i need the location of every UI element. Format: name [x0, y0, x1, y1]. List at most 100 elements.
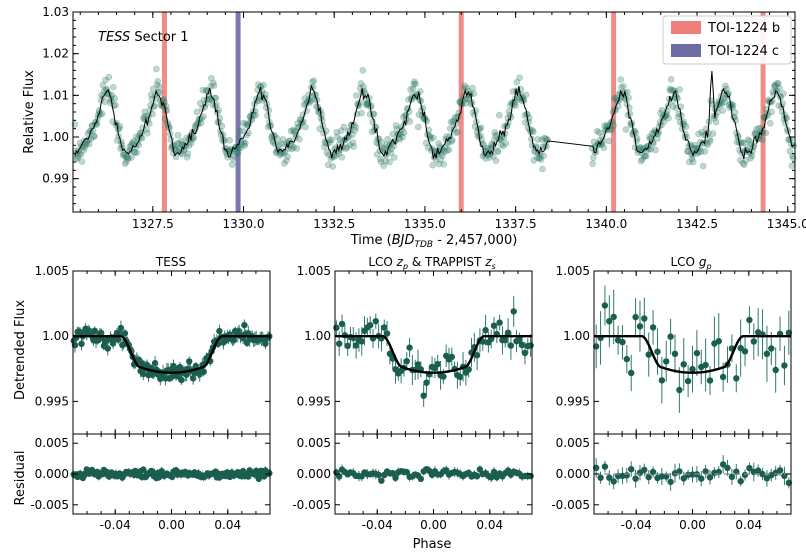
lightcurve-point-439	[358, 109, 365, 117]
lightcurve-point-22	[85, 140, 93, 148]
lco_trappist_phase-ytick-label-0: 0.995	[297, 394, 331, 408]
transit-band-b-0	[161, 12, 167, 212]
lightcurve-point-111	[144, 130, 151, 137]
annotation-rest: Sector 1	[130, 30, 188, 45]
lightcurve-point-691	[522, 91, 530, 99]
lightcurve-point-822	[652, 146, 659, 154]
lightcurve-point-209	[208, 74, 215, 82]
lightcurve-point-78	[122, 153, 130, 161]
lightcurve-point-998	[766, 119, 774, 127]
lco_trappist_phase-point	[420, 392, 427, 399]
lightcurve-point-314	[276, 151, 284, 159]
lightcurve-panel: 1327.5 1330.0 1332.5 1335.0 1337.5 1340.0 1342…	[22, 5, 806, 250]
title-lco2: LCO	[670, 255, 698, 269]
xlabel-sub: TDB	[414, 240, 433, 250]
lightcurve-point-76	[121, 152, 128, 159]
lco_trappist_phase-residual-points	[333, 464, 534, 484]
lightcurve-point-212	[210, 79, 217, 87]
tess_phase-main-frame	[72, 270, 271, 435]
lightcurve-point-548	[429, 161, 437, 169]
lco_trappist_phase-res-ytick-label-0: -0.005	[292, 498, 331, 512]
lightcurve-point-973	[750, 142, 758, 149]
lightcurve-point-163	[178, 138, 185, 145]
lightcurve-point-274	[250, 112, 258, 119]
lco_trappist_phase-point	[434, 360, 441, 368]
lightcurve-point-533	[419, 104, 427, 112]
lightcurve-point-196	[199, 86, 207, 94]
lightcurve-point-172	[183, 154, 191, 161]
lightcurve-point-375	[316, 125, 324, 133]
lco_gp_phase-point	[632, 313, 639, 321]
lightcurve-point-401	[333, 128, 341, 136]
residual-ylabel: Residual	[13, 451, 28, 506]
lco_gp_phase-points	[593, 285, 792, 413]
lco_trappist_phase-res-ytick-label-1: 0.000	[297, 467, 331, 481]
xlabel-suffix: - 2,457,000)	[433, 233, 517, 248]
lightcurve-point-158	[174, 132, 182, 139]
lightcurve-point-126	[153, 81, 161, 88]
lightcurve-point-461	[372, 123, 380, 131]
lightcurve-point-859	[676, 86, 683, 93]
lightcurve-point-513	[406, 118, 414, 125]
lco_gp_phase-point	[684, 377, 692, 385]
lightcurve-point-17	[82, 141, 90, 149]
lco_gp_phase-res-ytick-label-0: -0.005	[551, 498, 590, 512]
lco_gp_phase-point	[689, 365, 696, 373]
tess_phase-point	[104, 345, 112, 352]
lightcurve-point-660	[502, 140, 510, 147]
lco_gp_phase-point	[750, 338, 757, 345]
lco_trappist_phase-point	[381, 324, 388, 331]
lightcurve-point-259	[240, 138, 248, 146]
legend-label-b: TOI-1224 b	[707, 21, 780, 36]
lightcurve-point-62	[112, 101, 119, 109]
lightcurve-point-363	[308, 93, 316, 100]
lco_gp_phase-res-point	[698, 475, 705, 482]
lco_gp_phase-res-ytick-label-2: 0.005	[556, 436, 590, 450]
lightcurve-point-157	[174, 140, 181, 147]
lightcurve-point-277	[252, 112, 259, 119]
lightcurve-point-409	[338, 154, 346, 161]
lco_gp_phase-res-point	[645, 473, 652, 481]
lightcurve-point-565	[440, 161, 448, 168]
lightcurve-point-59	[110, 83, 117, 91]
lco_gp_phase-ytick-label-2: 1.005	[556, 264, 590, 278]
lightcurve-point-47	[102, 76, 109, 84]
tess_phase-xtick-label-1: 0.00	[158, 518, 185, 532]
lightcurve-point-402	[333, 133, 341, 141]
lco_trappist_phase-point	[507, 342, 515, 349]
lightcurve-point-743	[600, 144, 608, 152]
lightcurve-point-333	[288, 142, 296, 150]
lco_gp_phase-res-point	[601, 463, 609, 470]
lco_gp_phase-panel: -0.04 0.00 0.04 0.995 1.00 1.005 -0.005 0.000 0.…	[551, 264, 792, 532]
lightcurve-point-52	[105, 73, 113, 81]
lco_trappist_phase-ytick-label-1: 1.00	[304, 329, 331, 343]
tess_phase-xtick-label-0: -0.04	[100, 518, 131, 532]
lco_trappist_phase-res-point	[417, 475, 424, 482]
lco_trappist_phase-point	[440, 373, 447, 380]
lightcurve-point-147	[167, 136, 175, 143]
lco_gp_phase-res-point	[597, 474, 604, 481]
lightcurve-point-846	[667, 76, 675, 83]
lco_gp_phase-res-point	[632, 475, 639, 482]
lightcurve-point-526	[414, 123, 422, 131]
lco_trappist_phase-points	[333, 296, 534, 407]
lightcurve-point-15	[81, 144, 88, 152]
lco_gp_phase-res-point	[623, 472, 630, 479]
lightcurve-point-366	[310, 77, 318, 84]
tess_phase-point	[117, 324, 125, 332]
lightcurve-point-777	[622, 126, 630, 133]
lco_gp_phase-point	[654, 348, 661, 355]
lightcurve-point-504	[400, 129, 408, 136]
lco_trappist_phase-res-point	[473, 472, 481, 480]
lco_gp_phase-point	[719, 373, 727, 381]
lightcurve-point-324	[283, 157, 290, 164]
lco_gp_phase-point	[763, 350, 771, 357]
lightcurve-point-159	[175, 140, 182, 147]
lco_gp_phase-point	[610, 313, 617, 321]
lightcurve-point-718	[540, 152, 548, 160]
lightcurve-point-260	[241, 142, 248, 149]
lightcurve-point-431	[352, 92, 360, 99]
lightcurve-point-364	[309, 78, 316, 86]
lightcurve-point-869	[682, 123, 690, 130]
lco_gp_phase-point	[671, 350, 679, 357]
